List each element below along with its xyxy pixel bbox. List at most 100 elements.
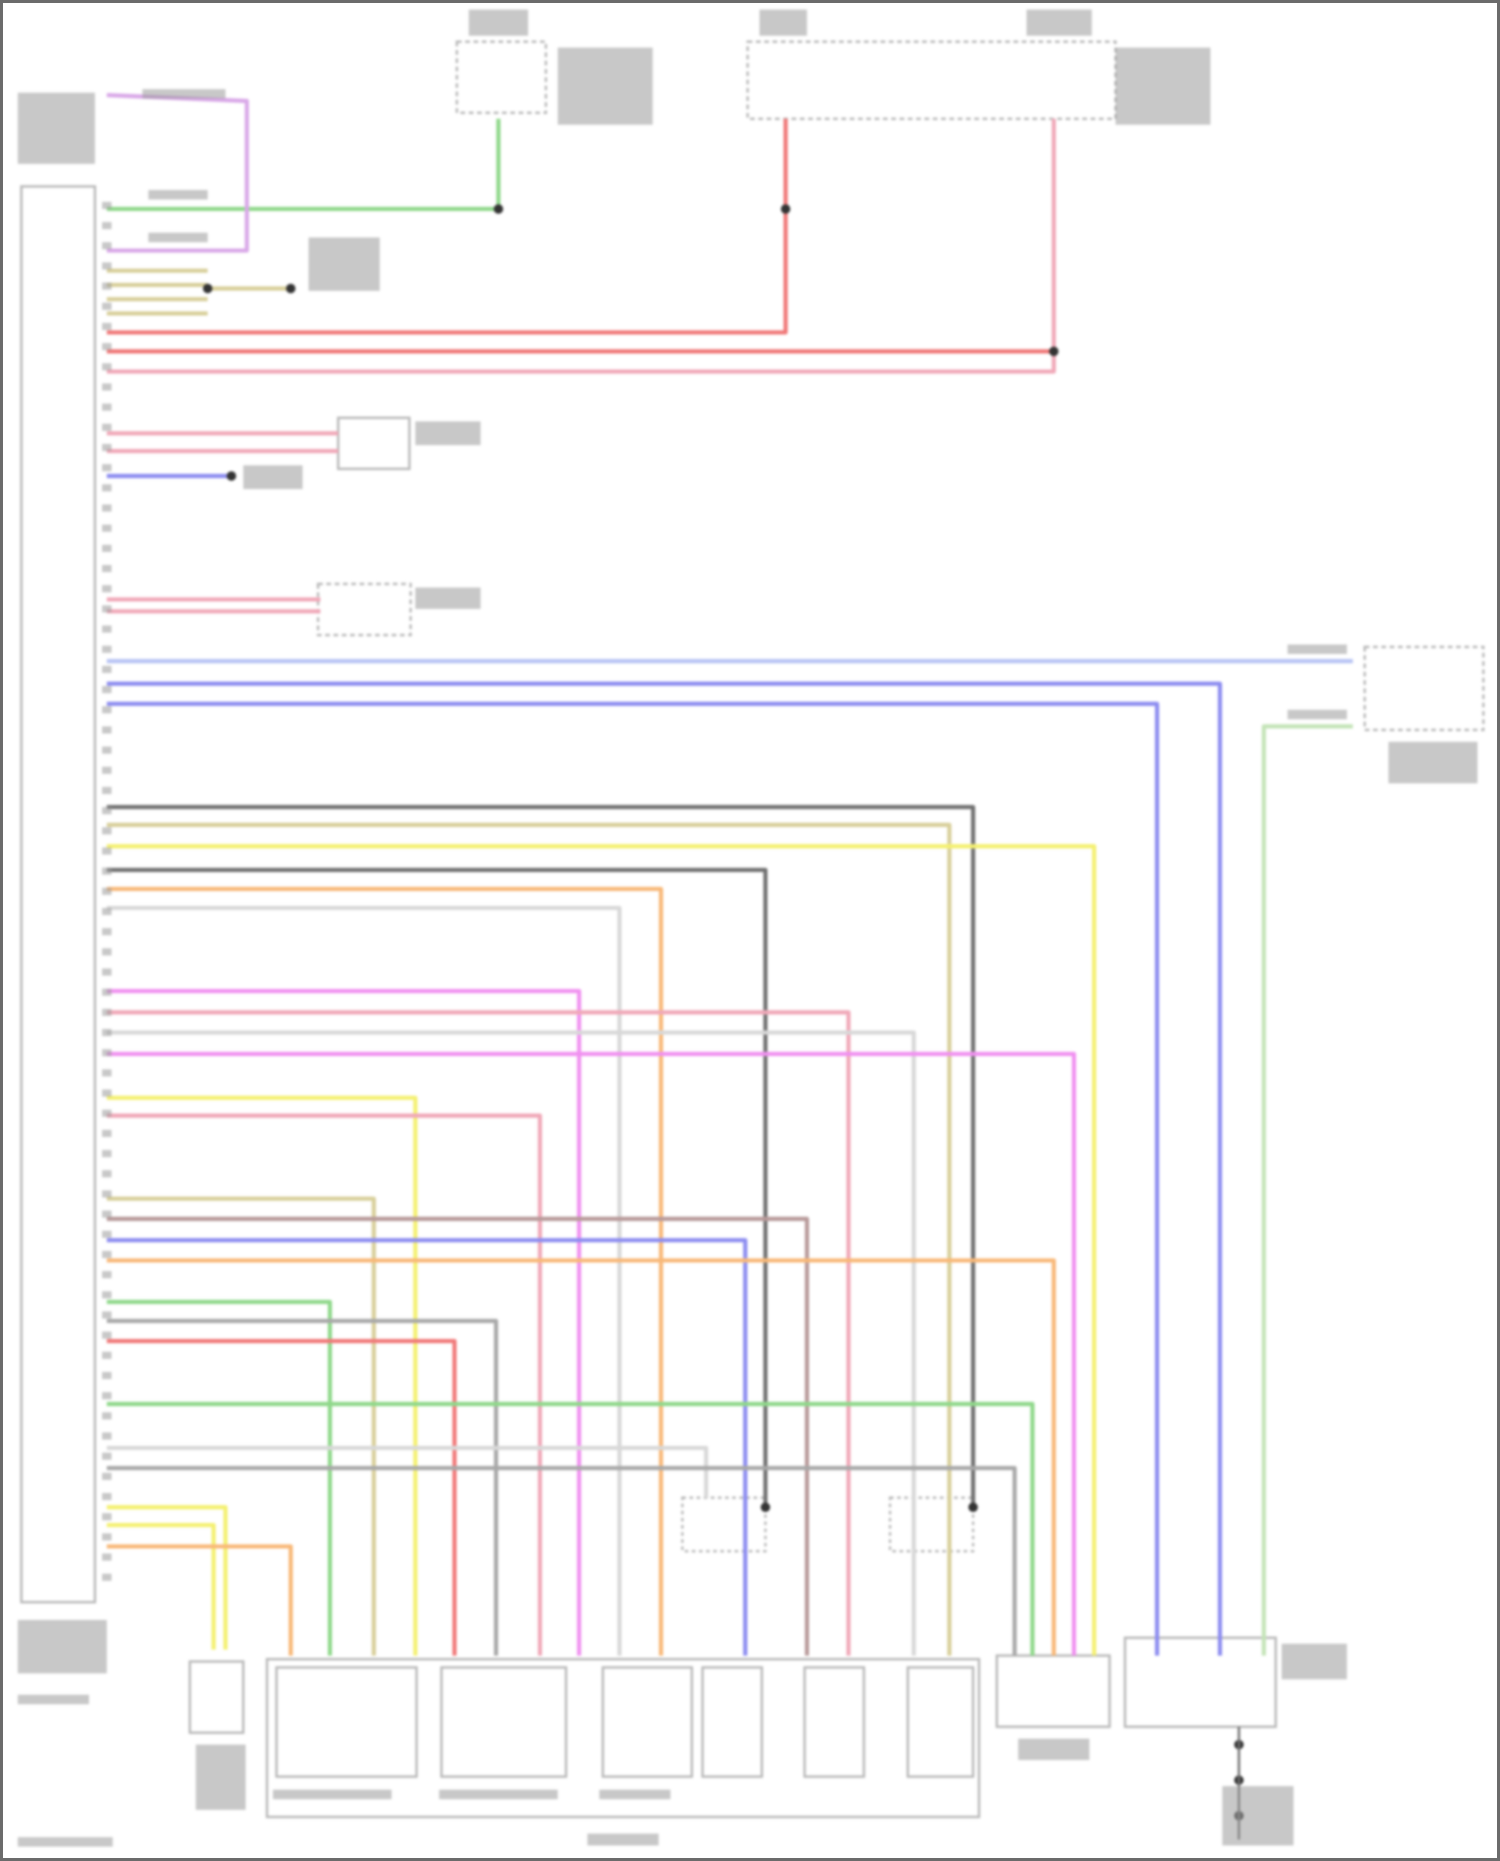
control-module-box [20,185,97,1604]
label-text-mark [1287,644,1347,654]
label-text-mark [102,1351,112,1359]
wire-pink [106,1010,851,1656]
label-text-mark [102,746,112,754]
label-text-mark [102,564,112,573]
label-text-mark [102,1573,112,1581]
label-text-mark [102,282,112,290]
wire-magenta [106,1051,1077,1656]
splice-node [1049,346,1059,357]
label-text-mark [102,1170,112,1178]
solenoid-unit-box [906,1666,975,1778]
label-text-mark [557,47,653,125]
label-text-mark [102,887,112,895]
label-text-mark [102,1432,112,1440]
label-text-mark [102,343,112,351]
label-text-mark [102,1008,112,1016]
label-text-mark [102,242,112,250]
wire-blue-range [106,701,1160,1656]
wire-pink [106,1113,543,1656]
transmission-range-switch-box [1123,1636,1277,1728]
label-text-mark [102,1553,112,1561]
solenoid-unit-box [601,1666,694,1778]
splice-node [226,471,237,481]
label-text-mark [102,484,112,492]
label-text-mark [102,1533,112,1541]
label-text-mark [102,423,112,431]
splice-node [780,204,791,214]
label-text-mark [17,1837,113,1847]
label-text-mark [102,504,112,512]
label-text-mark [102,1069,112,1077]
splice-node [285,283,296,294]
label-text-mark [102,948,112,956]
label-text-mark [102,201,112,209]
label-text-mark [102,383,112,391]
wire-green [106,1299,332,1656]
label-text-mark [272,1789,392,1800]
label-text-mark [102,222,112,230]
label-text-mark [102,1150,112,1158]
wire-green [106,1401,1035,1656]
label-text-mark [17,1619,107,1674]
label-text-mark [1018,1738,1090,1761]
label-text-mark [439,1789,558,1800]
wire-pink-fuse [106,118,1056,374]
label-text-mark [102,464,112,472]
label-text-mark [102,1210,112,1218]
wire-lightgreen-range [1261,724,1353,1656]
wire-violet-range [106,681,1223,1656]
label-text-mark [759,9,807,36]
label-text-mark [102,1129,112,1137]
label-text-mark [102,1412,112,1420]
label-text-mark [415,421,481,446]
label-text-mark [102,363,112,371]
label-text-mark [102,1452,112,1460]
label-text-mark [102,706,112,714]
wire-brown [106,1216,810,1656]
label-text-mark [1281,1643,1347,1680]
label-text-mark [102,1493,112,1501]
label-text-mark [102,544,112,552]
label-text-mark [195,1744,246,1810]
label-text-mark [102,726,112,734]
label-text-mark [148,189,208,200]
wire-lightgray [106,905,622,1656]
wire-yellow [106,1522,216,1650]
label-text-mark [1115,47,1211,125]
wire-magenta [106,988,582,1656]
label-text-mark [102,928,112,936]
label-text-mark [102,1230,112,1238]
wire-darkgray [106,805,976,1508]
wire-red [106,1339,457,1656]
splice-node [493,204,504,214]
wire-orange [106,1544,293,1656]
label-text-mark [142,89,226,99]
label-text-mark [102,786,112,795]
label-text-mark [102,847,112,855]
sensor-component-box [188,1660,245,1734]
label-text-mark [102,1472,112,1480]
solenoid-unit-box [701,1666,764,1778]
label-text-mark [17,1694,90,1705]
label-text-mark [102,443,112,452]
label-text-mark [308,237,380,291]
fuse-box-2 [746,40,1117,120]
label-text-mark [1287,709,1347,720]
wire-lightgray [106,1445,709,1498]
splice-node [760,1502,771,1512]
fuse-box-1 [455,40,548,115]
label-text-mark [102,907,112,916]
wire-gray [106,1318,499,1656]
label-text-mark [102,524,112,532]
wire-gray [106,1466,1017,1656]
label-text-mark [102,605,112,613]
label-text-mark [148,232,208,243]
label-text-mark [102,968,112,976]
label-text-mark [102,1311,112,1319]
label-text-mark [102,988,112,996]
wire-red-fuse [106,118,788,335]
label-text-mark [102,1291,112,1299]
solenoid-unit-box [440,1666,568,1778]
label-text-mark [1388,741,1478,784]
label-text-mark [102,262,112,270]
